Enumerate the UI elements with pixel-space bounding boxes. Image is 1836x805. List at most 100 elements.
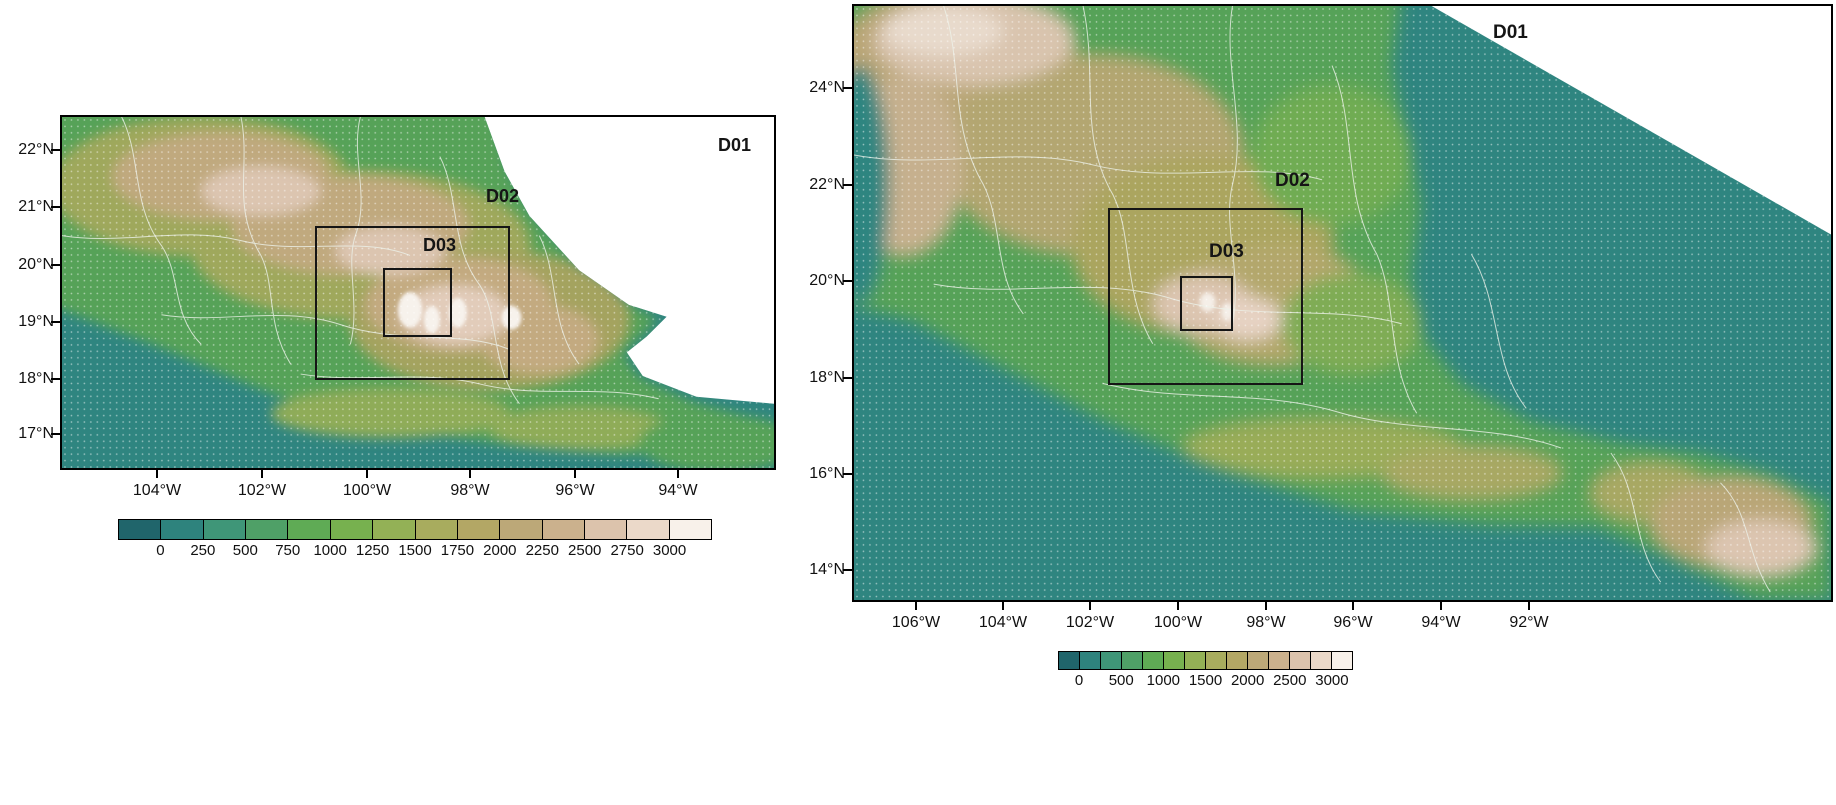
colorbar-cell: [627, 520, 670, 539]
lat-tick-mark: [843, 184, 852, 186]
colorbar-tick-label: 500: [232, 542, 258, 559]
lon-tick-mark: [1089, 602, 1091, 610]
domain-label-d01-right: D01: [1493, 22, 1528, 43]
lon-tick-mark: [1002, 602, 1004, 610]
lat-tick-mark: [51, 378, 60, 380]
colorbar-cell: [373, 520, 416, 539]
colorbar-tick-label: 2500: [1273, 672, 1307, 689]
colorbar-tick-label: 1500: [398, 542, 432, 559]
colorbar-tick-label: 1500: [1188, 672, 1223, 689]
lat-tick-mark: [51, 206, 60, 208]
lat-tick-mark: [51, 321, 60, 323]
colorbar-cell: [203, 520, 247, 539]
colorbar-tick-label: 1250: [355, 542, 390, 559]
lon-tick-mark: [1440, 602, 1442, 610]
domain-label-d02-right: D02: [1275, 170, 1310, 191]
lon-tick-label: 94°W: [658, 482, 698, 499]
colorbar-cell: [1122, 652, 1143, 669]
lon-tick-mark: [574, 470, 576, 478]
lat-tick-label: 18°N: [809, 369, 845, 386]
lat-tick-label: 17°N: [18, 425, 54, 442]
colorbar-tick-label: 0: [1074, 672, 1084, 689]
lat-tick-label: 20°N: [809, 272, 845, 289]
colorbar-tick-label: 2000: [483, 542, 517, 559]
lat-tick-label: 16°N: [809, 465, 845, 482]
colorbar-cell: [1185, 652, 1206, 669]
colorbar-cell: [246, 520, 289, 539]
colorbar-cell: [330, 520, 374, 539]
colorbar-cell: [500, 520, 543, 539]
colorbar-cell: [1248, 652, 1269, 669]
domain-label-d02-left: D02: [486, 186, 520, 206]
lon-tick-mark: [1265, 602, 1267, 610]
lat-tick-mark: [843, 377, 852, 379]
colorbar-cell: [415, 520, 458, 539]
colorbar-cell: [457, 520, 501, 539]
lon-tick-mark: [1352, 602, 1354, 610]
lon-tick-label: 106°W: [891, 614, 941, 631]
domain-box-d03-right: [1180, 276, 1233, 331]
colorbar-cell: [669, 520, 712, 539]
lat-tick-label: 14°N: [809, 561, 845, 578]
domain-label-d01-left: D01: [718, 135, 752, 155]
lat-tick-mark: [843, 569, 852, 571]
lat-tick-mark: [51, 149, 60, 151]
lon-tick-mark: [677, 470, 679, 478]
lat-tick-mark: [843, 87, 852, 89]
lon-tick-label: 98°W: [450, 482, 490, 499]
colorbar-tick-label: 1000: [1146, 672, 1181, 689]
lon-tick-label: 102°W: [237, 482, 287, 499]
lon-tick-label: 102°W: [1065, 614, 1115, 631]
lon-tick-mark: [915, 602, 917, 610]
lon-tick-mark: [1177, 602, 1179, 610]
lon-tick-label: 96°W: [1333, 614, 1373, 631]
colorbar-tick-label: 2500: [568, 542, 602, 559]
colorbar-cell: [1269, 652, 1290, 669]
colorbar-cell: [1332, 652, 1352, 669]
lon-tick-mark: [1528, 602, 1530, 610]
colorbar-cell: [1311, 652, 1332, 669]
lat-tick-label: 18°N: [18, 370, 54, 387]
lat-tick-mark: [843, 473, 852, 475]
colorbar-cell: [1164, 652, 1185, 669]
colorbar-cell: [1227, 652, 1248, 669]
colorbar-tick-label: 3000: [1315, 672, 1349, 689]
colorbar-labels-left: 0 250 500 750 1000 1250 1500 1750 2000 2…: [118, 542, 712, 560]
colorbar-tick-label: 750: [275, 542, 301, 559]
lat-tick-label: 22°N: [18, 141, 54, 158]
domain-box-d03-left: [383, 268, 452, 337]
domain-label-d03-right: D03: [1209, 241, 1244, 262]
colorbar-tick-label: 1750: [440, 542, 475, 559]
map-right: [852, 4, 1833, 602]
lat-tick-mark: [51, 433, 60, 435]
colorbar-tick-label: 2750: [610, 542, 644, 559]
lon-tick-label: 100°W: [342, 482, 392, 499]
lon-tick-label: 94°W: [1421, 614, 1461, 631]
lat-tick-label: 19°N: [18, 313, 54, 330]
colorbar-cell: [1059, 652, 1080, 669]
colorbar-tick-label: 1000: [313, 542, 347, 559]
lat-tick-label: 21°N: [18, 198, 54, 215]
colorbar-tick-label: 3000: [652, 542, 687, 559]
lat-tick-mark: [843, 280, 852, 282]
lon-tick-label: 100°W: [1153, 614, 1203, 631]
colorbar-cell: [1080, 652, 1101, 669]
colorbar-cell: [584, 520, 628, 539]
colorbar-cell: [1101, 652, 1122, 669]
colorbar-tick-label: 250: [190, 542, 216, 559]
lon-tick-mark: [366, 470, 368, 478]
lon-tick-label: 96°W: [555, 482, 595, 499]
colorbar-tick-label: 0: [156, 542, 165, 559]
lon-tick-label: 98°W: [1246, 614, 1286, 631]
domain-label-d03-left: D03: [423, 235, 457, 255]
colorbar-tick-label: 500: [1108, 672, 1134, 689]
terrain-map-svg-right: [854, 6, 1831, 600]
lon-tick-label: 104°W: [132, 482, 182, 499]
domain-box-d02-right: [1108, 208, 1303, 385]
lat-tick-label: 22°N: [809, 176, 845, 193]
colorbar-tick-label: 2000: [1230, 672, 1265, 689]
colorbar-left: [118, 519, 712, 540]
lon-tick-mark: [261, 470, 263, 478]
colorbar-cell: [1206, 652, 1227, 669]
